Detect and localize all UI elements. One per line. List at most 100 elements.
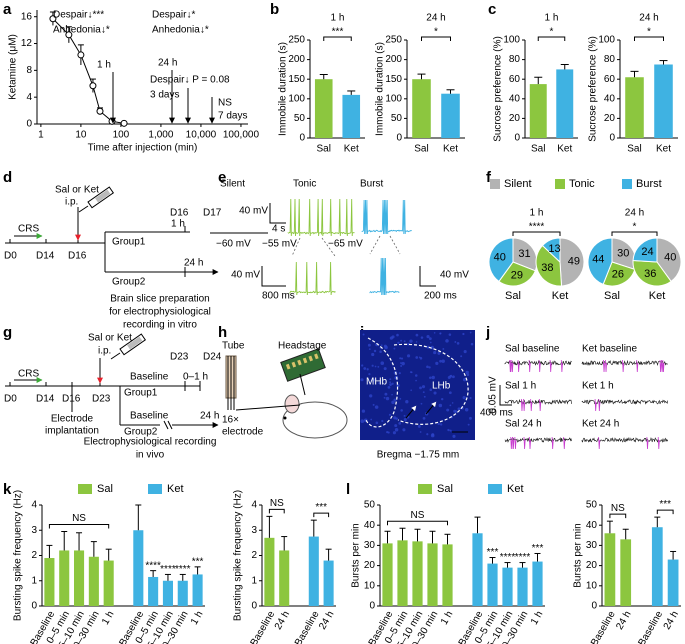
y-tick-label: 100 (598, 35, 615, 46)
histology-cell (398, 372, 401, 375)
histology-cell (451, 375, 455, 379)
y-tick-label: 30 (364, 540, 376, 551)
legend-label: Ket (167, 483, 184, 495)
histology-cell (393, 416, 397, 420)
x-tick-label: Ket (443, 144, 458, 155)
histology-cell (438, 403, 443, 408)
slice-label: 40 (664, 252, 676, 264)
panel-letter: a (3, 1, 12, 18)
spike (523, 436, 526, 450)
pie-name: Ket (552, 290, 569, 302)
significance: *** (315, 502, 327, 513)
spike (622, 359, 625, 373)
histology-cell (419, 357, 423, 360)
diagram-label: Silent (220, 179, 245, 190)
histology-cell (400, 357, 404, 360)
bar (397, 540, 408, 606)
bar (382, 543, 393, 606)
slice-label: 13 (548, 243, 560, 255)
histology-cell (422, 417, 426, 420)
histology-cell (449, 375, 452, 378)
histology-cell (375, 421, 379, 425)
significance: *** (487, 547, 499, 558)
y-tick-label: 0 (369, 601, 375, 612)
slice-label: 26 (612, 269, 624, 281)
significance: * (550, 27, 554, 38)
data-point (65, 31, 73, 39)
y-axis-label: Bursts per min (573, 523, 584, 587)
histology-cell (405, 400, 409, 404)
histology-cell (368, 373, 371, 376)
diagram-label: i.p. (98, 346, 111, 357)
data-point (49, 15, 57, 23)
data-point (89, 82, 97, 90)
histology-cell (470, 342, 474, 346)
histology-cell (380, 344, 383, 346)
x-tick-label: 100,000 (223, 130, 260, 141)
bar (556, 69, 574, 138)
diagram-label: LHb (432, 381, 451, 392)
y-tick-label: 150 (288, 74, 305, 85)
diagram-label: Headstage (278, 341, 327, 352)
spike (512, 436, 515, 450)
x-tick-label: Sal (414, 144, 428, 155)
histology-cell (454, 341, 457, 343)
legend-swatch (555, 179, 565, 189)
spike (551, 436, 554, 450)
x-tick-label: Sal (317, 144, 331, 155)
histology (360, 330, 475, 440)
spike (560, 359, 563, 373)
histology-cell (431, 375, 435, 380)
histology-cell (373, 349, 377, 353)
x-tick-label: 1 h (100, 609, 116, 627)
bar (162, 580, 173, 606)
spike (646, 436, 649, 450)
histology-cell (417, 424, 421, 428)
diagram-label: CRS (18, 224, 39, 235)
histology-cell (420, 402, 423, 405)
bar (279, 550, 290, 606)
legend-label: Sal (97, 483, 113, 495)
bar (74, 550, 85, 606)
bar (133, 530, 144, 606)
spike (514, 436, 517, 450)
legend-label: Tonic (569, 178, 595, 190)
diagram-label: 1 h (171, 219, 185, 230)
y-tick-label: 4 (31, 500, 37, 511)
diagram-label: D16 (62, 394, 81, 405)
significance-bracket (48, 524, 110, 529)
histology-cell (362, 333, 365, 336)
histology-cell (399, 397, 402, 400)
panel-letter: h (218, 324, 227, 341)
pie-slice (559, 237, 585, 287)
bar (472, 533, 483, 606)
histology-cell (447, 428, 450, 432)
y-tick-label: 0 (31, 601, 37, 612)
chart-title: 24 h (639, 13, 658, 24)
y-tick-label: 100 (288, 93, 305, 104)
slice-label: 31 (518, 248, 530, 260)
caption: for electrophysiological (109, 307, 211, 318)
headstage-pin (308, 355, 313, 362)
y-tick-label: 10 (364, 580, 376, 591)
y-axis-label: Ketamine (μM) (8, 34, 19, 100)
histology-cell (426, 365, 429, 369)
y-axis-label: Bursting spike frequency (Hz) (13, 490, 24, 621)
diagram-label: Sal or Ket (88, 333, 132, 344)
diagram-label: 40 mV (440, 270, 469, 281)
diagram-label: 800 ms (262, 291, 295, 302)
pie-slice (632, 259, 672, 287)
significance-bracket (313, 512, 330, 518)
annotation: NS (218, 98, 232, 109)
zoom-guide (291, 235, 401, 257)
bar (654, 64, 673, 138)
caption: in vivo (136, 450, 165, 461)
histology-cell (389, 378, 392, 381)
data-point (108, 117, 116, 125)
histology-cell (460, 355, 463, 358)
y-tick-label: 20 (604, 113, 616, 124)
legend-label: Burst (636, 178, 662, 190)
histology-cell (439, 359, 442, 363)
histology-cell (402, 428, 406, 432)
diagram-label: 200 ms (424, 291, 457, 302)
